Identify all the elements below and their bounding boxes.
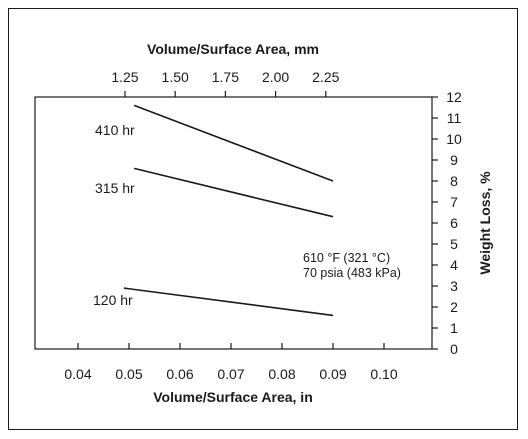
top-tick-label: 2.00 [262,69,289,85]
right-tick-label: 11 [447,110,462,126]
right-tick-label: 3 [450,278,458,294]
top-tick-label: 1.75 [212,69,239,85]
bottom-axis-ticks: 0.04 0.05 0.06 0.07 0.08 0.09 0.10 [64,343,398,382]
bottom-tick-label: 0.04 [64,366,91,382]
right-tick-label: 7 [450,194,458,210]
top-tick-label: 2.25 [312,69,339,85]
bottom-tick-label: 0.07 [217,366,244,382]
right-tick-label: 10 [446,131,462,147]
series-line-120-hr [123,287,334,317]
right-axis-title: Weight Loss, % [477,171,493,275]
annotation-pressure: 70 psia (483 kPa) [303,266,401,280]
right-tick-label: 12 [446,89,462,105]
right-tick-label: 9 [450,152,458,168]
bottom-axis-title: Volume/Surface Area, in [153,389,313,405]
series-lines [123,104,334,317]
top-tick-label: 1.25 [111,69,138,85]
right-tick-label: 0 [450,341,458,357]
bottom-tick-label: 0.06 [166,366,193,382]
series-label-315-hr: 315 hr [95,180,135,196]
top-axis-title: Volume/Surface Area, mm [147,41,319,57]
bottom-tick-label: 0.09 [319,366,346,382]
right-tick-label: 5 [450,236,458,252]
bottom-tick-label: 0.08 [268,366,295,382]
right-tick-label: 2 [450,299,458,315]
annotation-temperature: 610 °F (321 °C) [303,251,390,265]
chart-frame [8,8,518,430]
series-line-315-hr [133,167,334,218]
right-tick-label: 4 [450,257,458,273]
series-label-120-hr: 120 hr [93,292,133,308]
top-axis-ticks: 1.25 1.50 1.75 2.00 2.25 [111,69,340,97]
right-tick-label: 1 [450,320,458,336]
bottom-tick-label: 0.05 [115,366,142,382]
right-tick-label: 6 [450,215,458,231]
right-tick-label: 8 [450,173,458,189]
series-label-410-hr: 410 hr [95,122,135,138]
top-tick-label: 1.50 [162,69,189,85]
series-line-410-hr [133,104,334,182]
bottom-tick-label: 0.10 [370,366,397,382]
